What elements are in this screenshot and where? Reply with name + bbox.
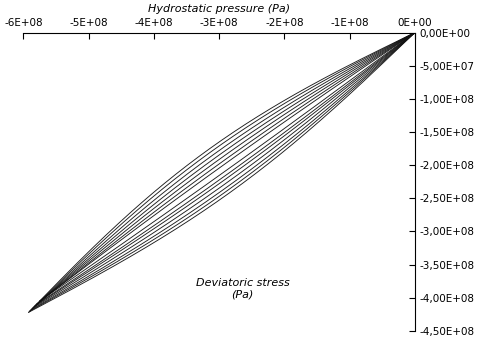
Text: Deviatoric stress
(Pa): Deviatoric stress (Pa)	[196, 278, 289, 300]
X-axis label: Hydrostatic pressure (Pa): Hydrostatic pressure (Pa)	[148, 4, 290, 14]
